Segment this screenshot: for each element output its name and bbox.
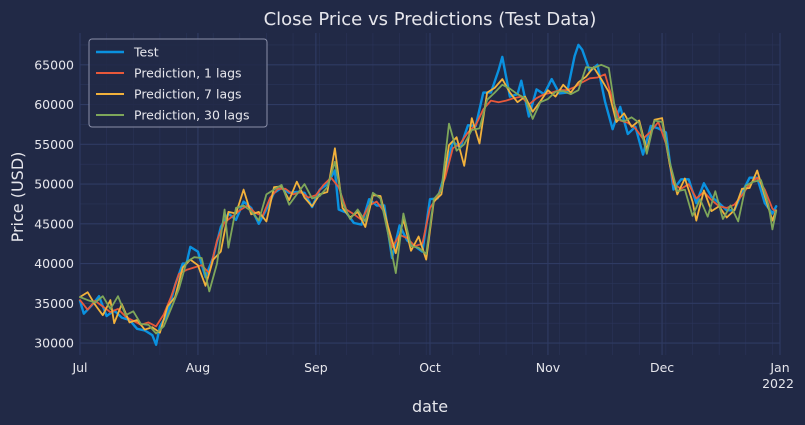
y-tick-label: 30000 (34, 336, 74, 351)
chart-title: Close Price vs Predictions (Test Data) (264, 9, 597, 30)
x-tick-label: Dec (650, 360, 674, 375)
x-tick-sublabel: 2022 (762, 376, 794, 391)
x-tick-label: Oct (419, 360, 441, 375)
x-axis-title: date (412, 397, 448, 416)
x-tick-label: Sep (304, 360, 328, 375)
y-axis-title: Price (USD) (8, 152, 27, 243)
x-tick-label: Aug (186, 360, 210, 375)
series-line-prediction-30-lags (79, 63, 778, 335)
x-tick-label: Jul (71, 360, 87, 375)
x-tick-label: Jan (769, 360, 789, 375)
axis-layer: 30000 35000 40000 45000 50000 55000 60000 65000… (34, 57, 794, 391)
y-tick-label: 55000 (34, 137, 74, 152)
legend-frame (88, 38, 268, 128)
legend-label: Prediction, 1 lags (134, 66, 242, 81)
x-tick-label: Nov (536, 360, 561, 375)
y-tick-label: 45000 (34, 216, 74, 231)
legend-label: Prediction, 30 lags (134, 108, 250, 123)
y-tick-label: 60000 (34, 97, 74, 112)
y-tick-label: 40000 (34, 256, 74, 271)
y-tick-label: 50000 (34, 177, 74, 192)
legend: Test Prediction, 1 lags Prediction, 7 lags… (88, 38, 268, 128)
series-line-prediction-1-lags (79, 73, 778, 328)
legend-label: Prediction, 7 lags (134, 87, 242, 102)
y-tick-label: 35000 (34, 296, 74, 311)
plot-area (78, 33, 781, 355)
y-tick-label: 65000 (34, 57, 74, 72)
legend-label: Test (133, 45, 159, 60)
series-layer (78, 43, 778, 346)
